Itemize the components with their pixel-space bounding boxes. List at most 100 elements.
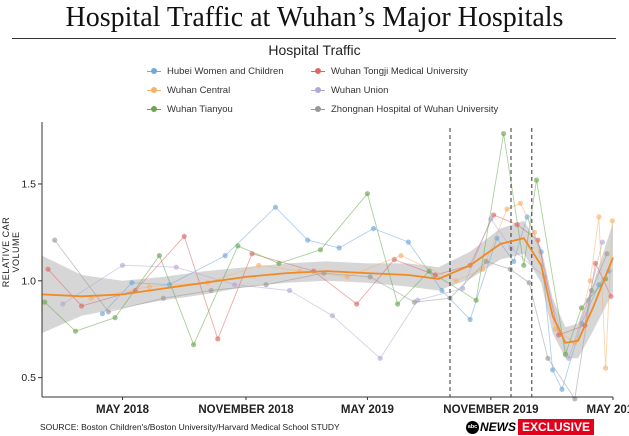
data-point bbox=[215, 336, 221, 342]
y-tick-label: 1.0 bbox=[21, 275, 36, 287]
data-point bbox=[60, 301, 66, 307]
data-point bbox=[173, 264, 179, 270]
series-line-wuhan-central bbox=[90, 202, 613, 369]
data-point bbox=[276, 260, 282, 266]
reference-lines bbox=[449, 128, 533, 397]
data-point bbox=[156, 253, 162, 259]
exclusive-badge: EXCLUSIVE bbox=[518, 419, 595, 435]
data-point bbox=[160, 295, 166, 301]
data-point bbox=[317, 247, 324, 253]
legend-item-hubei-women-and-children[interactable]: Hubei Women and Children bbox=[147, 66, 284, 77]
title-divider bbox=[12, 38, 616, 39]
trend-line bbox=[41, 237, 614, 344]
trend-layer bbox=[41, 237, 614, 344]
data-point bbox=[596, 214, 602, 220]
legend-swatch bbox=[311, 105, 325, 113]
abc-logo-icon: abc bbox=[466, 420, 479, 434]
data-point bbox=[514, 222, 520, 228]
data-point bbox=[517, 200, 524, 206]
data-point bbox=[604, 251, 610, 257]
data-point bbox=[119, 262, 126, 268]
data-point bbox=[609, 218, 615, 224]
data-point bbox=[545, 355, 551, 361]
data-point bbox=[88, 295, 94, 301]
legend-item-wuhan-central[interactable]: Wuhan Central bbox=[147, 85, 230, 96]
data-point bbox=[411, 299, 417, 305]
series-layer bbox=[42, 131, 615, 402]
data-point bbox=[146, 284, 152, 290]
data-point bbox=[578, 305, 585, 311]
series-line-wuhan-tianyou bbox=[44, 133, 606, 355]
legend-item-wuhan-tongji-medical-university[interactable]: Wuhan Tongji Medical University bbox=[311, 66, 468, 77]
data-point bbox=[354, 301, 360, 307]
data-point bbox=[344, 274, 350, 280]
legend-label: Hubei Women and Children bbox=[167, 66, 284, 77]
data-point bbox=[566, 355, 572, 361]
data-point bbox=[473, 297, 479, 303]
data-point bbox=[336, 245, 342, 251]
data-point bbox=[521, 262, 527, 268]
data-point bbox=[395, 301, 401, 307]
data-point bbox=[191, 342, 197, 348]
data-point bbox=[511, 258, 517, 264]
page-title: Hospital Traffic at Wuhan’s Major Hospit… bbox=[65, 2, 564, 33]
y-tick-label: 1.5 bbox=[21, 178, 36, 190]
x-tick-label: NOVEMBER 2019 bbox=[443, 404, 538, 416]
source-note: SOURCE: Boston Children's/Boston Univers… bbox=[40, 422, 340, 432]
data-point bbox=[42, 299, 48, 305]
data-point bbox=[426, 268, 432, 274]
data-point bbox=[181, 233, 187, 239]
x-tick-label: MAY 2018 bbox=[96, 404, 150, 416]
data-point bbox=[507, 266, 513, 272]
data-point bbox=[232, 282, 238, 288]
data-point bbox=[305, 237, 311, 243]
confidence-band-area bbox=[42, 220, 613, 359]
data-point bbox=[377, 355, 383, 361]
data-point bbox=[222, 253, 228, 259]
legend-item-zhongnan-hospital[interactable]: Zhongnan Hospital of Wuhan University bbox=[311, 104, 498, 115]
data-point bbox=[531, 229, 538, 235]
data-point bbox=[99, 311, 105, 317]
y-tick-label: 0.5 bbox=[21, 372, 36, 384]
legend-label: Wuhan Tianyou bbox=[167, 104, 233, 115]
axes-layer: 0.5 1.0 1.5 MAY 2018 NOVEMBER 2018 MAY 2019 NO… bbox=[21, 122, 629, 416]
data-point bbox=[603, 365, 609, 371]
data-point bbox=[559, 386, 565, 392]
data-point bbox=[501, 131, 507, 137]
data-point bbox=[370, 225, 377, 232]
x-tick-label: MAY 2019 bbox=[341, 404, 394, 416]
data-point bbox=[550, 367, 556, 373]
data-point bbox=[272, 204, 279, 210]
data-point bbox=[235, 243, 241, 249]
data-point bbox=[533, 177, 540, 183]
legend-label: Wuhan Union bbox=[331, 85, 389, 96]
data-point bbox=[398, 253, 404, 259]
legend-swatch bbox=[311, 67, 325, 75]
data-point bbox=[129, 280, 135, 286]
data-point bbox=[329, 313, 336, 319]
data-point bbox=[572, 396, 578, 402]
legend-item-wuhan-tianyou[interactable]: Wuhan Tianyou bbox=[147, 104, 233, 115]
series-line-wuhan-tongji-medical-university bbox=[47, 214, 612, 341]
data-point bbox=[364, 191, 370, 197]
data-point bbox=[587, 278, 593, 284]
legend-label: Zhongnan Hospital of Wuhan University bbox=[331, 104, 499, 115]
abc-news-brand: abc NEWS EXCLUSIVE bbox=[466, 419, 595, 435]
data-point bbox=[608, 293, 614, 299]
data-point bbox=[208, 287, 214, 294]
legend-title: Hospital Traffic bbox=[268, 42, 361, 58]
data-point bbox=[453, 278, 459, 284]
legend-item-wuhan-union[interactable]: Wuhan Union bbox=[311, 85, 388, 96]
x-tick-label: NOVEMBER 2018 bbox=[198, 404, 294, 416]
data-point bbox=[483, 258, 489, 264]
confidence-band bbox=[42, 220, 613, 359]
data-point bbox=[287, 287, 293, 294]
legend-label: Wuhan Central bbox=[167, 85, 231, 96]
legend-swatch bbox=[147, 105, 161, 113]
data-point bbox=[552, 326, 558, 332]
news-wordmark: NEWS bbox=[480, 420, 516, 434]
data-point bbox=[491, 212, 497, 218]
legend-swatch bbox=[147, 86, 161, 94]
data-point bbox=[79, 303, 85, 309]
